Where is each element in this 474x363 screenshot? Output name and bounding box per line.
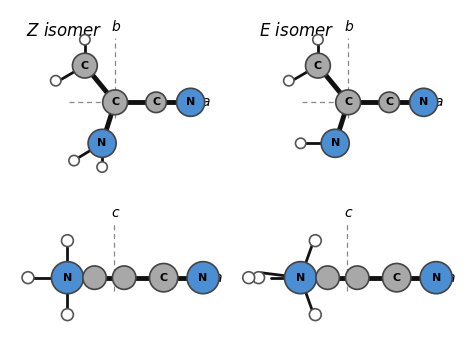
Text: C: C [392, 273, 401, 283]
Circle shape [112, 266, 136, 289]
Circle shape [310, 235, 321, 246]
Circle shape [88, 129, 116, 157]
Circle shape [103, 90, 128, 115]
Text: C: C [385, 97, 393, 107]
Text: C: C [160, 273, 168, 283]
Circle shape [420, 262, 452, 294]
Circle shape [295, 138, 306, 148]
Circle shape [62, 309, 73, 321]
Text: c: c [112, 206, 119, 220]
Circle shape [97, 162, 107, 172]
Text: N: N [330, 138, 340, 148]
Text: N: N [98, 138, 107, 148]
Text: C: C [344, 97, 352, 107]
Circle shape [243, 272, 255, 284]
Circle shape [283, 76, 294, 86]
Circle shape [346, 266, 369, 289]
Circle shape [62, 235, 73, 246]
Circle shape [410, 88, 438, 116]
Text: N: N [63, 273, 72, 283]
Circle shape [73, 53, 97, 78]
Text: $E$ isomer: $E$ isomer [259, 23, 334, 40]
Circle shape [83, 266, 106, 289]
Circle shape [336, 90, 361, 115]
Text: b: b [112, 20, 120, 34]
Circle shape [253, 272, 264, 284]
Circle shape [51, 262, 83, 294]
Text: N: N [419, 97, 428, 107]
Circle shape [149, 264, 178, 292]
Text: a: a [201, 95, 210, 109]
Text: c: c [345, 206, 352, 220]
Text: C: C [111, 97, 119, 107]
Circle shape [22, 272, 34, 284]
Circle shape [187, 262, 219, 294]
Text: C: C [314, 61, 322, 71]
Circle shape [306, 53, 330, 78]
Text: N: N [186, 97, 195, 107]
Circle shape [69, 155, 79, 166]
Text: b: b [345, 20, 354, 34]
Circle shape [379, 92, 400, 113]
Text: N: N [199, 273, 208, 283]
Text: N: N [296, 273, 305, 283]
Text: C: C [81, 61, 89, 71]
Circle shape [310, 309, 321, 321]
Circle shape [284, 262, 317, 294]
Circle shape [383, 264, 411, 292]
Text: N: N [431, 273, 441, 283]
Text: a: a [213, 271, 221, 285]
Circle shape [321, 129, 349, 157]
Circle shape [80, 34, 90, 45]
Circle shape [51, 76, 61, 86]
Text: a: a [446, 271, 455, 285]
Text: a: a [435, 95, 443, 109]
Circle shape [313, 34, 323, 45]
Circle shape [177, 88, 205, 116]
Circle shape [316, 266, 339, 289]
Text: $Z$ isomer: $Z$ isomer [26, 23, 102, 40]
Text: C: C [152, 97, 160, 107]
Circle shape [146, 92, 166, 113]
